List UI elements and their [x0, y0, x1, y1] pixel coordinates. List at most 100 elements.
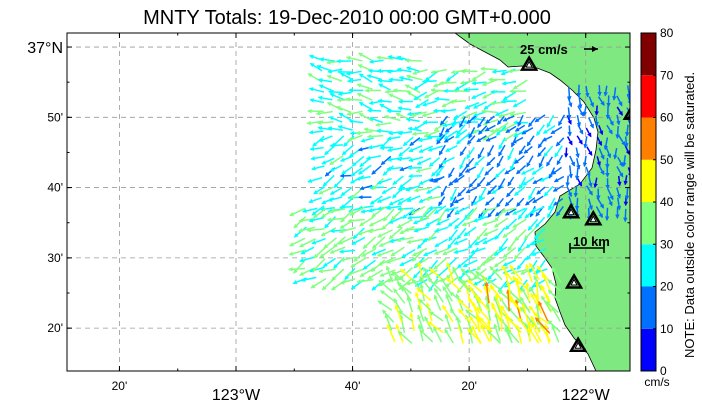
- current-arrow: [433, 294, 442, 311]
- current-arrow: [494, 227, 506, 240]
- current-arrow: [505, 289, 511, 312]
- current-arrow: [457, 187, 467, 197]
- current-arrow: [322, 174, 335, 187]
- current-arrow: [616, 197, 622, 211]
- graticule: [67, 33, 630, 371]
- current-arrow: [427, 145, 443, 152]
- current-arrow: [443, 135, 455, 143]
- current-arrow: [476, 166, 485, 180]
- current-arrow: [340, 186, 353, 197]
- current-arrow: [403, 227, 422, 233]
- current-arrow: [418, 145, 434, 153]
- current-arrow: [396, 67, 412, 73]
- current-arrow: [528, 262, 540, 281]
- current-arrow: [411, 68, 428, 75]
- current-arrow: [449, 308, 462, 323]
- current-arrow: [615, 125, 620, 139]
- current-arrow: [493, 296, 501, 313]
- current-arrow: [323, 237, 338, 249]
- current-arrow: [419, 207, 430, 222]
- current-arrow: [453, 238, 468, 245]
- current-arrow: [409, 312, 416, 332]
- current-arrow: [396, 236, 414, 243]
- current-arrow: [505, 125, 517, 134]
- current-arrow: [489, 284, 503, 301]
- current-arrow: [556, 205, 564, 217]
- current-arrow: [465, 186, 478, 194]
- current-arrow: [445, 71, 459, 82]
- current-arrow: [517, 207, 528, 220]
- current-arrow: [543, 145, 554, 158]
- current-arrow: [484, 281, 490, 304]
- current-arrow: [517, 114, 524, 127]
- current-arrow: [482, 236, 497, 245]
- current-arrow: [538, 156, 545, 169]
- current-arrow: [573, 185, 579, 198]
- current-arrow: [312, 258, 326, 272]
- current-arrow: [480, 109, 498, 114]
- current-arrow: [484, 166, 494, 176]
- current-arrow: [575, 147, 580, 159]
- current-arrow: [405, 117, 420, 123]
- current-arrow: [465, 157, 475, 169]
- current-arrow: [417, 314, 425, 332]
- current-arrow: [481, 206, 498, 214]
- current-arrow: [361, 247, 377, 258]
- current-arrow: [356, 278, 374, 284]
- lat-label: 40': [47, 181, 63, 195]
- current-arrow: [483, 228, 499, 237]
- current-arrow: [480, 256, 496, 266]
- current-arrow: [388, 216, 403, 224]
- current-arrow: [487, 144, 495, 158]
- current-arrow: [588, 175, 593, 188]
- current-arrow: [494, 122, 509, 133]
- current-arrow: [508, 295, 522, 312]
- lat-label: 20': [47, 321, 63, 335]
- current-arrow: [346, 110, 363, 116]
- current-arrow: [360, 208, 377, 214]
- current-arrow: [386, 136, 401, 141]
- current-arrow: [299, 256, 315, 263]
- current-arrow: [474, 270, 491, 283]
- current-arrow: [405, 184, 421, 192]
- current-arrow: [550, 126, 563, 135]
- current-arrow: [390, 246, 405, 257]
- current-arrow: [576, 135, 583, 145]
- colorbar-segment: [641, 33, 656, 76]
- current-arrow: [316, 120, 334, 126]
- colorbar-tick-label: 70: [660, 68, 674, 82]
- current-arrow: [556, 154, 564, 166]
- current-arrow: [582, 155, 588, 168]
- current-arrow: [493, 217, 509, 228]
- current-arrow: [501, 265, 514, 282]
- current-arrow: [368, 116, 383, 124]
- colorbar-segment: [641, 159, 656, 202]
- current-arrow: [322, 257, 336, 268]
- colorbar-unit: cm/s: [644, 375, 669, 389]
- current-arrow: [480, 324, 491, 342]
- current-arrow: [377, 229, 393, 238]
- current-arrow: [448, 229, 458, 242]
- current-arrow: [493, 257, 508, 268]
- current-arrow: [475, 227, 488, 241]
- current-arrow: [459, 116, 466, 129]
- current-arrow: [496, 197, 504, 208]
- current-arrow: [603, 85, 608, 97]
- current-arrow: [498, 238, 509, 251]
- radar-stations: [519, 55, 630, 352]
- current-arrow: [588, 96, 595, 108]
- current-arrow: [474, 237, 488, 246]
- current-arrow: [356, 83, 373, 90]
- current-arrow: [338, 112, 352, 121]
- current-arrow: [456, 227, 467, 240]
- current-arrow: [401, 285, 412, 302]
- current-arrow: [390, 207, 405, 221]
- current-arrow: [351, 236, 366, 245]
- current-arrow: [535, 216, 546, 229]
- current-arrow: [327, 68, 343, 74]
- current-arrow: [396, 282, 412, 294]
- current-arrow: [502, 91, 517, 101]
- current-arrow: [500, 207, 517, 213]
- current-arrow: [541, 135, 553, 142]
- current-arrow: [315, 110, 333, 116]
